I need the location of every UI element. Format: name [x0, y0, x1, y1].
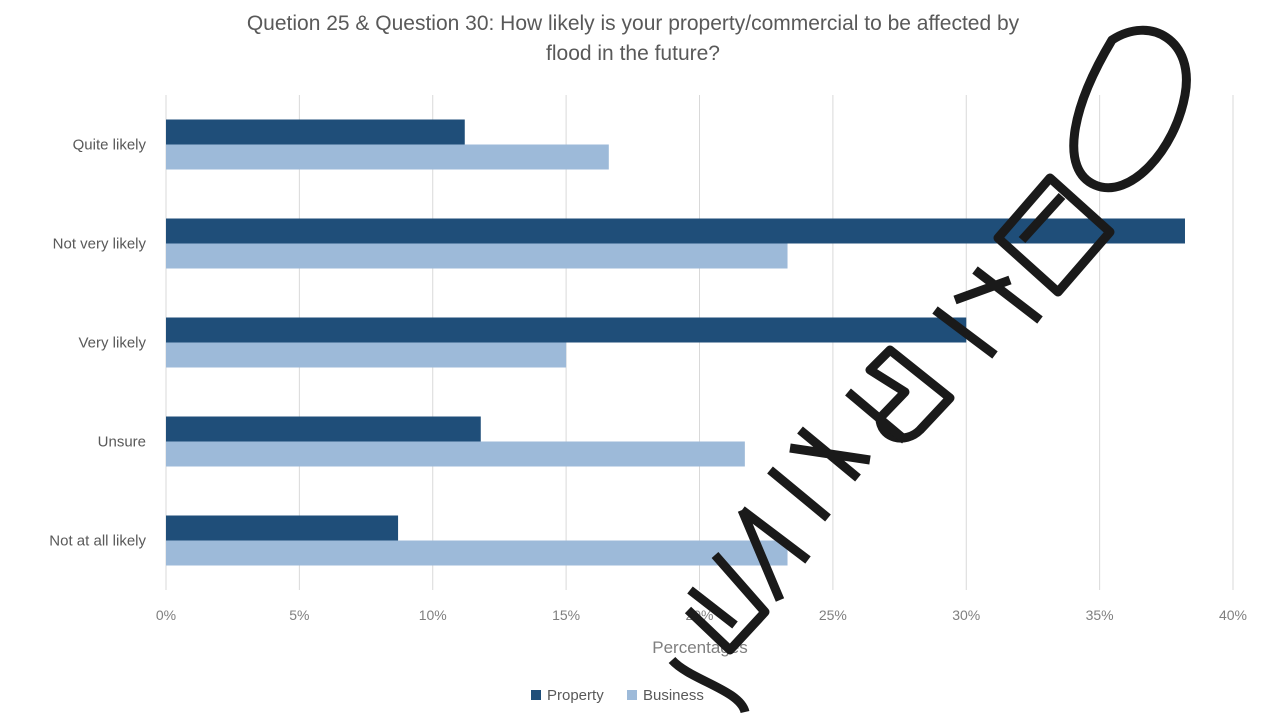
bar-business [166, 144, 609, 170]
watermark [668, 25, 1191, 714]
bar-property [166, 515, 399, 541]
x-tick-label: 40% [1219, 607, 1247, 623]
x-tick-label: 35% [1086, 607, 1114, 623]
watermark-letter-i2 [845, 388, 908, 444]
category-label: Not at all likely [49, 533, 146, 550]
watermark-letter-e [684, 552, 770, 655]
chart-title-line: Quetion 25 & Question 30: How likely is … [247, 12, 1020, 35]
watermark-letter-t [953, 266, 1043, 324]
legend-swatch-business [627, 690, 637, 700]
category-labels: Quite likely Not very likely Very likely Un… [49, 137, 146, 550]
legend-label-business: Business [643, 687, 704, 704]
chart-title: Quetion 25 & Question 30: How likely is … [247, 12, 1020, 65]
bar-business [166, 243, 788, 269]
bar-business [166, 540, 788, 566]
category-label: Very likely [78, 335, 146, 352]
bar-business [166, 342, 567, 368]
x-tick-label: 15% [552, 607, 580, 623]
x-tick-label: 0% [156, 607, 176, 623]
bar-property [166, 317, 967, 343]
category-label: Not very likely [53, 236, 147, 253]
bar-business [166, 441, 745, 467]
x-tick-labels: 0% 5% 10% 15% 20% 25% 30% 35% 40% [156, 607, 1247, 623]
legend-label-property: Property [547, 687, 604, 704]
watermark-letter-h [767, 426, 871, 522]
legend: Property Business [531, 687, 704, 704]
x-tick-label: 10% [419, 607, 447, 623]
x-tick-label: 5% [289, 607, 309, 623]
bar-property [166, 416, 481, 442]
watermark-letter-n [993, 173, 1115, 297]
bars [166, 119, 1185, 566]
category-label: Unsure [98, 434, 146, 451]
watermark-letter-b [865, 345, 955, 443]
x-tick-label: 30% [952, 607, 980, 623]
watermark-letter-i [932, 306, 998, 359]
bar-property [166, 119, 465, 145]
category-label: Quite likely [73, 137, 147, 154]
watermark-letter-o [1069, 25, 1191, 193]
watermark-letter-x [737, 506, 811, 602]
watermark-letter-s [668, 656, 750, 714]
chart-title-line: flood in the future? [546, 42, 720, 65]
x-tick-label: 25% [819, 607, 847, 623]
legend-swatch-property [531, 690, 541, 700]
